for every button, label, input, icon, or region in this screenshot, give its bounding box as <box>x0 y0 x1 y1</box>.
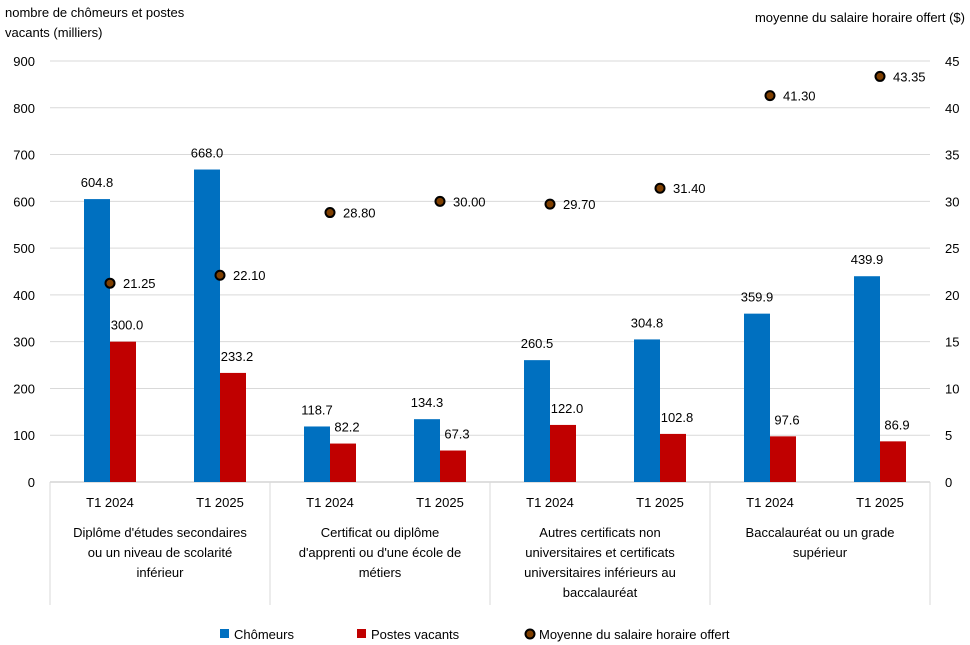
data-label-chomeurs: 304.8 <box>631 315 664 330</box>
bar-postes-vacants <box>880 441 906 482</box>
category-label: T1 2024 <box>526 495 574 510</box>
y2-tick-label: 40 <box>945 101 959 116</box>
data-label-postes-vacants: 233.2 <box>221 349 254 364</box>
data-label-salaire: 22.10 <box>233 268 266 283</box>
data-label-salaire: 41.30 <box>783 89 816 104</box>
y-tick-label: 600 <box>13 194 35 209</box>
point-salaire <box>104 277 116 289</box>
y-tick-label: 500 <box>13 241 35 256</box>
data-label-postes-vacants: 122.0 <box>551 401 584 416</box>
data-label-postes-vacants: 300.0 <box>111 318 144 333</box>
y2-tick-label: 35 <box>945 148 959 163</box>
y-tick-label: 300 <box>13 335 35 350</box>
bar-postes-vacants <box>660 433 686 482</box>
group-label: Certificat ou diplôme <box>321 525 440 540</box>
y-tick-label: 900 <box>13 54 35 69</box>
data-label-salaire: 31.40 <box>673 181 706 196</box>
y-tick-label: 800 <box>13 101 35 116</box>
data-label-chomeurs: 604.8 <box>81 175 114 190</box>
legend-label: Postes vacants <box>371 627 460 642</box>
point-salaire <box>544 198 556 210</box>
group-label: inférieur <box>137 565 185 580</box>
category-label: T1 2025 <box>856 495 904 510</box>
group-label: métiers <box>359 565 402 580</box>
group-label: d'apprenti ou d'une école de <box>299 545 462 560</box>
data-label-chomeurs: 668.0 <box>191 146 224 161</box>
category-label: T1 2025 <box>416 495 464 510</box>
bar-chomeurs <box>194 169 220 482</box>
bar-chomeurs <box>744 313 770 482</box>
legend-swatch <box>220 629 229 638</box>
y-tick-label: 100 <box>13 428 35 443</box>
y-axis-title: vacants (milliers) <box>5 25 103 40</box>
y2-tick-label: 45 <box>945 54 959 69</box>
group-label: Baccalauréat ou un grade <box>746 525 895 540</box>
data-label-postes-vacants: 82.2 <box>334 420 359 435</box>
group-label: supérieur <box>793 545 848 560</box>
data-label-chomeurs: 359.9 <box>741 290 774 305</box>
point-salaire <box>654 182 666 194</box>
data-label-postes-vacants: 86.9 <box>884 417 909 432</box>
data-label-salaire: 21.25 <box>123 276 156 291</box>
y2-tick-label: 10 <box>945 381 959 396</box>
data-label-chomeurs: 439.9 <box>851 252 884 267</box>
bar-postes-vacants <box>330 443 356 482</box>
category-label: T1 2024 <box>746 495 794 510</box>
category-label: T1 2025 <box>636 495 684 510</box>
bar-postes-vacants <box>440 450 466 482</box>
group-label: Autres certificats non <box>539 525 660 540</box>
legend-label: Chômeurs <box>234 627 294 642</box>
y-tick-label: 400 <box>13 288 35 303</box>
data-label-salaire: 43.35 <box>893 69 926 84</box>
bar-chomeurs <box>634 339 660 482</box>
legend-marker <box>524 628 536 640</box>
point-salaire <box>874 70 886 82</box>
bar-chomeurs <box>524 360 550 482</box>
y2-axis-title: moyenne du salaire horaire offert ($) <box>755 10 965 25</box>
y2-tick-label: 0 <box>945 475 952 490</box>
y-tick-label: 0 <box>28 475 35 490</box>
group-label: baccalauréat <box>563 585 638 600</box>
group-label: universitaires inférieurs au <box>524 565 676 580</box>
y2-tick-label: 25 <box>945 241 959 256</box>
bar-chomeurs <box>84 199 110 482</box>
data-label-postes-vacants: 97.6 <box>774 412 799 427</box>
y-tick-label: 700 <box>13 148 35 163</box>
point-salaire <box>324 207 336 219</box>
y2-tick-label: 30 <box>945 194 959 209</box>
category-label: T1 2025 <box>196 495 244 510</box>
bar-postes-vacants <box>220 372 246 482</box>
bar-chomeurs <box>854 276 880 482</box>
point-salaire <box>434 195 446 207</box>
group-label: Diplôme d'études secondaires <box>73 525 247 540</box>
bar-postes-vacants <box>110 341 136 482</box>
data-label-salaire: 30.00 <box>453 194 486 209</box>
bar-postes-vacants <box>770 436 796 482</box>
y2-tick-label: 5 <box>945 428 952 443</box>
y2-tick-label: 15 <box>945 335 959 350</box>
data-label-chomeurs: 134.3 <box>411 395 444 410</box>
point-salaire <box>214 269 226 281</box>
y-tick-label: 200 <box>13 381 35 396</box>
group-label: universitaires et certificats <box>525 545 675 560</box>
bar-chomeurs <box>304 426 330 482</box>
data-label-salaire: 28.80 <box>343 206 376 221</box>
bar-postes-vacants <box>550 424 576 482</box>
data-label-chomeurs: 260.5 <box>521 336 554 351</box>
y2-tick-label: 20 <box>945 288 959 303</box>
group-label: ou un niveau de scolarité <box>88 545 233 560</box>
legend-swatch <box>357 629 366 638</box>
legend-label: Moyenne du salaire horaire offert <box>539 627 730 642</box>
point-salaire <box>764 90 776 102</box>
data-label-postes-vacants: 102.8 <box>661 410 694 425</box>
data-label-salaire: 29.70 <box>563 197 596 212</box>
data-label-postes-vacants: 67.3 <box>444 427 469 442</box>
y-axis-title: nombre de chômeurs et postes <box>5 5 185 20</box>
category-label: T1 2024 <box>306 495 354 510</box>
category-label: T1 2024 <box>86 495 134 510</box>
bar-chomeurs <box>414 419 440 482</box>
data-label-chomeurs: 118.7 <box>301 402 333 417</box>
